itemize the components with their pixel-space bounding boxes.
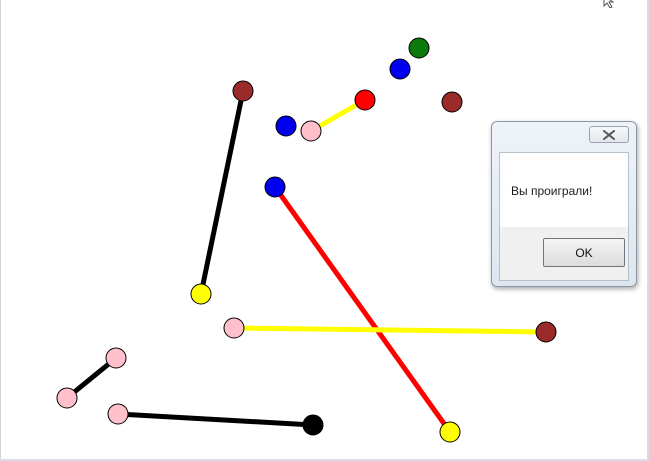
mouse-cursor-icon <box>603 0 615 8</box>
dot-red[interactable] <box>354 89 376 111</box>
dot-pink[interactable] <box>107 403 129 425</box>
dialog-message: Вы проиграли! <box>511 184 593 198</box>
dialog-content: Вы проиграли! OK <box>499 152 629 281</box>
link-line-black <box>198 88 246 297</box>
dot-black[interactable] <box>302 414 324 436</box>
dot-brown[interactable] <box>441 91 463 113</box>
dot-pink[interactable] <box>300 120 322 142</box>
dot-yellow[interactable] <box>190 283 212 305</box>
dot-pink[interactable] <box>223 317 245 339</box>
link-line-red <box>272 184 453 435</box>
dot-brown[interactable] <box>232 80 254 102</box>
dot-yellow[interactable] <box>439 421 461 443</box>
dialog-close-button[interactable] <box>589 126 629 143</box>
dot-pink[interactable] <box>56 387 78 409</box>
message-dialog: Вы проиграли! OK <box>491 121 637 287</box>
dot-green[interactable] <box>408 37 430 59</box>
dot-blue[interactable] <box>264 176 286 198</box>
dot-pink[interactable] <box>105 347 127 369</box>
link-line-black <box>64 355 119 401</box>
dot-blue[interactable] <box>389 58 411 80</box>
dot-brown[interactable] <box>535 321 557 343</box>
ok-button[interactable]: OK <box>543 238 625 267</box>
link-line-black <box>115 411 316 428</box>
dialog-button-bar: OK <box>500 227 628 280</box>
link-line-yellow <box>231 325 549 335</box>
dot-blue[interactable] <box>275 115 297 137</box>
close-icon <box>603 129 615 140</box>
